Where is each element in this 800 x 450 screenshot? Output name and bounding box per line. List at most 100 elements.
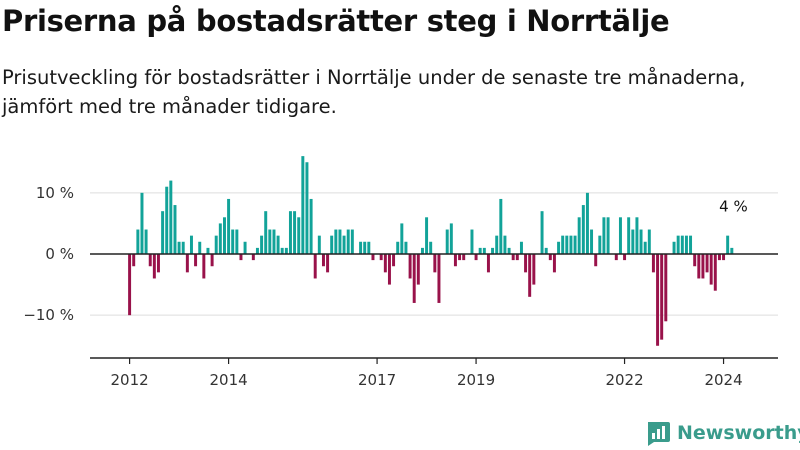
bar-negative bbox=[156, 254, 160, 273]
bar-positive bbox=[189, 235, 193, 254]
bar-positive bbox=[367, 241, 371, 254]
bar-positive bbox=[581, 205, 585, 254]
bar-positive bbox=[177, 241, 181, 254]
bar-positive bbox=[507, 247, 511, 254]
bar-negative bbox=[474, 254, 478, 261]
bar-negative bbox=[511, 254, 515, 261]
x-tick-label: 2017 bbox=[358, 371, 396, 389]
bar-positive bbox=[503, 235, 507, 254]
bar-positive bbox=[425, 217, 429, 254]
bar-positive bbox=[173, 205, 177, 254]
bar-negative bbox=[453, 254, 457, 267]
bar-positive bbox=[330, 235, 334, 254]
bar-positive bbox=[598, 235, 602, 254]
bar-positive bbox=[161, 211, 165, 254]
bar-negative bbox=[701, 254, 705, 279]
bar-positive bbox=[449, 223, 453, 254]
bar-positive bbox=[198, 241, 202, 254]
bar-positive bbox=[342, 235, 346, 254]
bar-negative bbox=[313, 254, 317, 279]
bar-positive bbox=[272, 229, 276, 254]
bar-positive bbox=[255, 247, 259, 254]
bar-negative bbox=[660, 254, 664, 340]
bar-positive bbox=[627, 217, 631, 254]
bar-negative bbox=[194, 254, 198, 267]
bar-positive bbox=[305, 162, 309, 254]
bar-negative bbox=[251, 254, 255, 261]
bar-positive bbox=[293, 211, 297, 254]
bar-positive bbox=[478, 247, 482, 254]
chart-title: Priserna på bostadsrätter steg i Norrtäl… bbox=[2, 4, 670, 38]
bar-positive bbox=[359, 241, 363, 254]
bar-positive bbox=[672, 241, 676, 254]
bar-negative bbox=[185, 254, 189, 273]
bar-positive bbox=[499, 198, 503, 254]
bar-positive bbox=[565, 235, 569, 254]
bar-positive bbox=[288, 211, 292, 254]
axes bbox=[90, 253, 778, 364]
bar-positive bbox=[561, 235, 565, 254]
bar-negative bbox=[722, 254, 726, 261]
bar-negative bbox=[515, 254, 519, 261]
bar-positive bbox=[169, 180, 173, 254]
bar-positive bbox=[643, 241, 647, 254]
brand: Newsworthy bbox=[645, 420, 800, 446]
bar-negative bbox=[614, 254, 618, 261]
bar-negative bbox=[152, 254, 156, 279]
bar-positive bbox=[590, 229, 594, 254]
bar-positive bbox=[577, 217, 581, 254]
bar-negative bbox=[128, 254, 132, 316]
x-tick-label: 2019 bbox=[457, 371, 495, 389]
bar-negative bbox=[552, 254, 556, 273]
gridlines bbox=[90, 192, 778, 316]
bar-negative bbox=[486, 254, 490, 273]
bar-positive bbox=[429, 241, 433, 254]
bar-negative bbox=[705, 254, 709, 273]
bar-positive bbox=[206, 247, 210, 254]
bar-negative bbox=[132, 254, 136, 267]
bar-positive bbox=[730, 247, 734, 254]
bar-positive bbox=[684, 235, 688, 254]
bar-positive bbox=[181, 241, 185, 254]
bar-positive bbox=[404, 241, 408, 254]
bar-positive bbox=[540, 211, 544, 254]
bar-negative bbox=[713, 254, 717, 291]
bar-negative bbox=[623, 254, 627, 261]
x-tick-label: 2022 bbox=[605, 371, 643, 389]
bar-positive bbox=[260, 235, 264, 254]
latest-value-annotation: 4 % bbox=[719, 198, 748, 216]
bar-negative bbox=[433, 254, 437, 273]
bar-negative bbox=[408, 254, 412, 279]
brand-name: Newsworthy bbox=[677, 422, 800, 444]
bar-positive bbox=[309, 198, 313, 254]
bar-positive bbox=[227, 198, 231, 254]
bar-negative bbox=[202, 254, 206, 279]
bar-positive bbox=[214, 235, 218, 254]
bar-positive bbox=[165, 186, 169, 254]
bar-negative bbox=[321, 254, 325, 267]
bar-negative bbox=[210, 254, 214, 267]
bar-positive bbox=[297, 217, 301, 254]
bar-positive bbox=[334, 229, 338, 254]
bar-negative bbox=[693, 254, 697, 267]
tick-labels: 10 % 0 % −10 % 2012 2014 2017 2019 2022 2024 bbox=[23, 184, 742, 389]
bar-positive bbox=[317, 235, 321, 254]
bar-negative bbox=[594, 254, 598, 267]
bar-positive bbox=[276, 235, 280, 254]
bar-positive bbox=[268, 229, 272, 254]
bar-positive bbox=[222, 217, 226, 254]
bar-positive bbox=[689, 235, 693, 254]
bar-positive bbox=[396, 241, 400, 254]
bar-negative bbox=[697, 254, 701, 279]
bar-positive bbox=[569, 235, 573, 254]
bar-positive bbox=[470, 229, 474, 254]
bar-positive bbox=[602, 217, 606, 254]
bar-negative bbox=[524, 254, 528, 273]
bar-positive bbox=[676, 235, 680, 254]
bar-positive bbox=[482, 247, 486, 254]
bar-positive bbox=[264, 211, 268, 254]
bar-positive bbox=[136, 229, 140, 254]
bar-positive bbox=[338, 229, 342, 254]
bar-positive bbox=[218, 223, 222, 254]
